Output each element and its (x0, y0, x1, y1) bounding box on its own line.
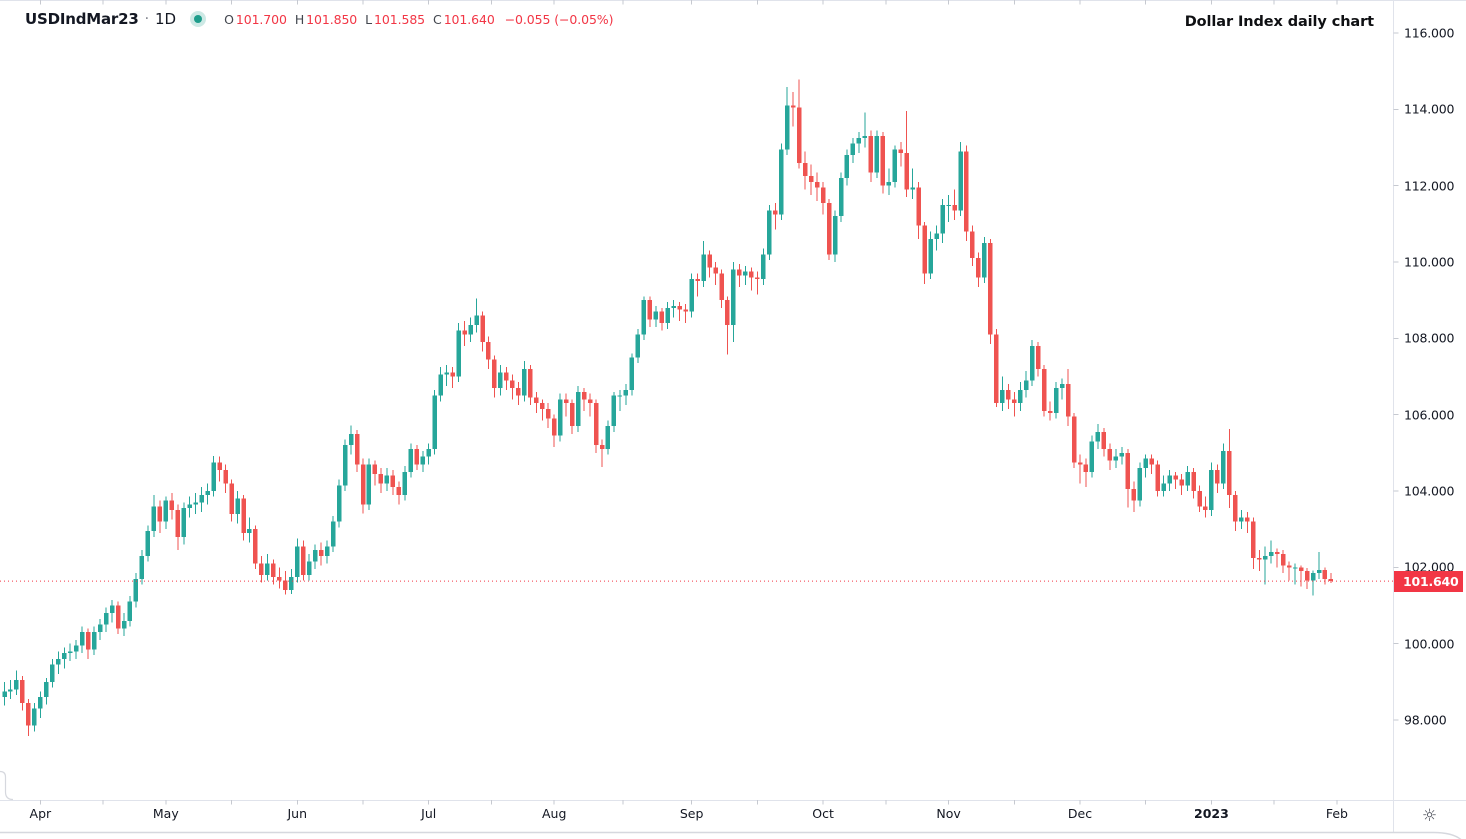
price-axis-label: 114.000 (1404, 101, 1455, 117)
high-value: 101.850 (306, 11, 358, 27)
open-value: 101.700 (235, 11, 287, 27)
low-label: L (365, 11, 373, 27)
interval-label[interactable]: 1D (155, 10, 177, 28)
settings-gear-icon: ☼ (1421, 805, 1438, 826)
price-axis-label: 100.000 (1404, 636, 1455, 652)
price-axis-label: 112.000 (1404, 178, 1455, 194)
symbol-title-row[interactable]: USDIndMar23 · 1D (25, 10, 176, 28)
time-axis[interactable]: Apr May Jun Jul Aug Sep Oct Nov Dec 2023 Feb (0, 800, 1393, 832)
time-axis-label: Jun (287, 806, 308, 821)
price-axis-label: 116.000 (1404, 25, 1455, 41)
widget-bottom-frame (0, 831, 1462, 839)
high-label: H (294, 11, 305, 27)
change-value: −0.055 (−0.05%) (504, 11, 614, 27)
price-axis-label: 106.000 (1404, 407, 1455, 423)
axis-ticks (39, 0, 1399, 805)
close-value: 101.640 (443, 11, 495, 27)
chart-annotation: Dollar Index daily chart (1184, 14, 1374, 30)
price-axis-label: 110.000 (1404, 254, 1455, 270)
symbol-separator: · (144, 11, 150, 27)
price-axis-label: 104.000 (1404, 483, 1455, 499)
symbol-name[interactable]: USDIndMar23 (25, 10, 139, 28)
price-axis[interactable]: 116.000 114.000 112.000 110.000 108.000 106.0… (1393, 0, 1466, 800)
data-status-dot (194, 15, 203, 23)
last-price-tag: 101.640 (1394, 570, 1463, 592)
candlestick-series (2, 79, 1334, 737)
symbol-legend[interactable]: USDIndMar23 · 1D O 101.700 H 101.850 L 1… (25, 7, 613, 31)
time-axis-label: Sep (679, 806, 704, 821)
time-axis-label: Dec (1067, 806, 1093, 821)
axis-toggle-handle[interactable] (0, 770, 14, 801)
time-axis-label: Jul (421, 806, 437, 821)
time-axis-label: Feb (1325, 806, 1348, 821)
data-status-icon (190, 11, 207, 27)
axis-settings-button[interactable]: ☼ (1394, 801, 1465, 831)
ohlc-readout: O 101.700 H 101.850 L 101.585 C 101.640 … (224, 12, 613, 27)
time-axis-label: Apr (29, 806, 52, 821)
price-axis-label: 108.000 (1404, 330, 1455, 346)
time-axis-label: 2023 (1194, 806, 1229, 821)
low-value: 101.585 (374, 11, 426, 27)
close-label: C (433, 11, 442, 27)
open-label: O (224, 11, 234, 27)
time-axis-label: May (152, 806, 179, 821)
time-axis-label: Nov (936, 806, 961, 821)
time-axis-label: Oct (812, 806, 834, 821)
time-axis-label: Aug (541, 806, 567, 821)
price-axis-label: 98.000 (1404, 712, 1447, 728)
